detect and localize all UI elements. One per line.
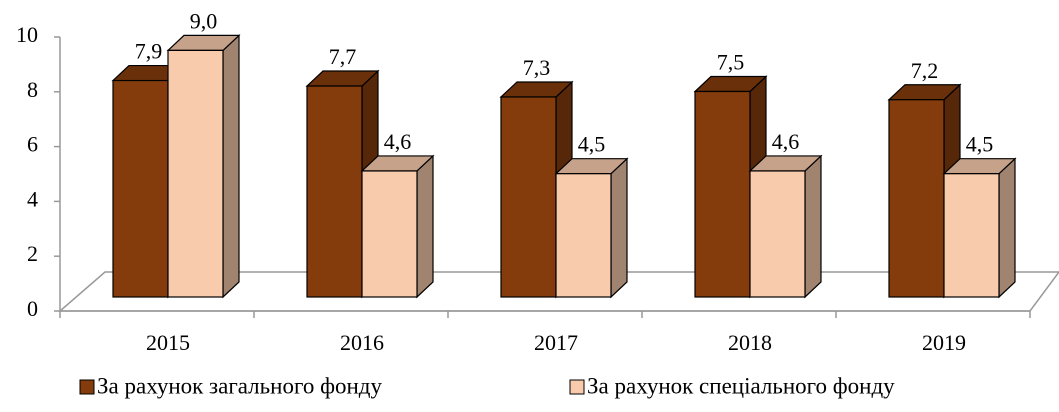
data-label: 7,7 [329, 44, 357, 69]
bar [166, 34, 241, 299]
bar-front [112, 79, 169, 298]
bar-side [804, 154, 822, 299]
bar-front [694, 90, 751, 298]
data-label: 7,5 [717, 50, 745, 75]
y-tick-label: 0 [27, 296, 38, 321]
bar-front [500, 96, 557, 298]
x-tick-label: 2016 [340, 330, 384, 355]
data-label: 4,6 [772, 129, 800, 154]
bar-side [998, 157, 1016, 299]
legend-label: За рахунок спеціального фонду [587, 373, 895, 398]
bar [942, 157, 1017, 299]
x-tick-label: 2015 [146, 330, 190, 355]
x-tick-label: 2019 [922, 330, 966, 355]
y-tick-label: 8 [27, 77, 38, 102]
bar [360, 154, 435, 299]
legend-label: За рахунок загального фонду [97, 373, 382, 398]
legend-swatch [569, 379, 585, 395]
bar-front [888, 99, 945, 298]
bar-front [749, 170, 806, 298]
data-label: 7,2 [911, 58, 939, 83]
data-label: 9,0 [190, 8, 218, 33]
bar-front [361, 170, 418, 298]
data-label: 4,5 [966, 132, 994, 157]
bar-side [416, 154, 434, 299]
y-tick-label: 6 [27, 132, 38, 157]
data-label: 7,9 [135, 39, 163, 64]
legend-swatch [79, 379, 95, 395]
bar-front [306, 85, 363, 298]
y-tick-label: 2 [27, 241, 38, 266]
bar-side [610, 157, 628, 299]
bar [693, 75, 768, 299]
bar-front [167, 49, 224, 298]
bar-side [222, 34, 240, 299]
y-tick-label: 4 [27, 186, 38, 211]
legend: За рахунок загального фонду За рахунок сп… [79, 373, 895, 398]
data-label: 7,3 [523, 55, 551, 80]
bar [748, 154, 823, 299]
data-label: 4,6 [384, 129, 412, 154]
x-tick-label: 2018 [728, 330, 772, 355]
bar-front [555, 173, 612, 298]
data-label: 4,5 [578, 132, 606, 157]
bar-front [943, 173, 1000, 298]
x-tick-label: 2017 [534, 330, 578, 355]
bar [554, 157, 629, 299]
y-tick-label: 10 [16, 22, 38, 47]
